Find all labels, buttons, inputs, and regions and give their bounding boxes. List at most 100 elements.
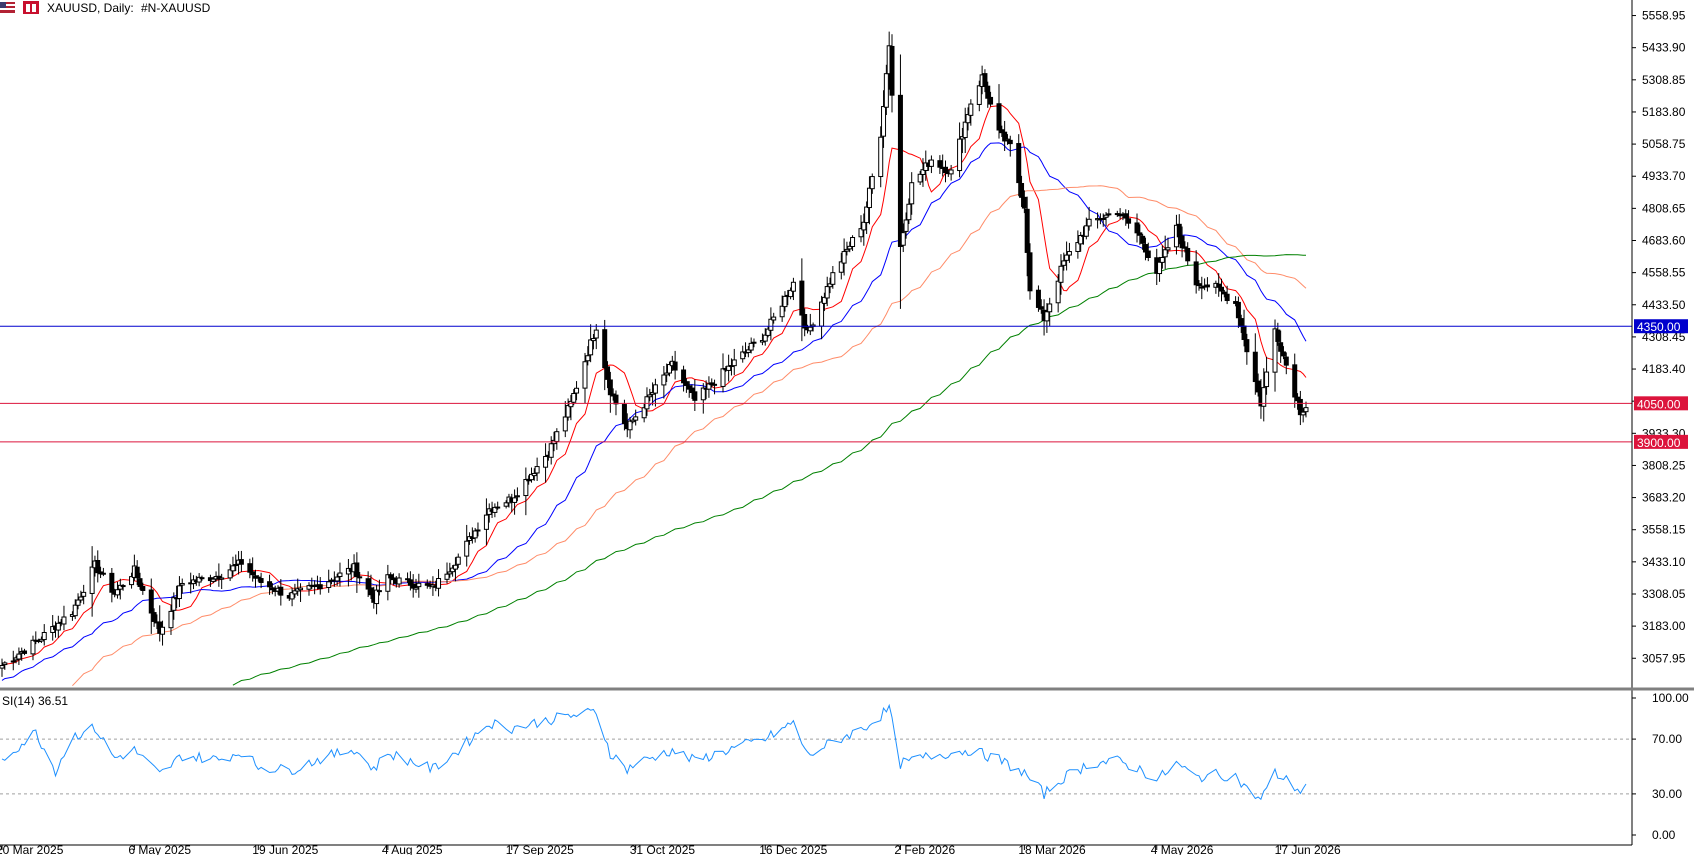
candle-up: [847, 245, 853, 250]
moving-average-lines: [1, 104, 1307, 687]
symbol-label: XAUUSD, Daily:: [47, 1, 134, 15]
candle-up: [1264, 371, 1270, 388]
candle-down: [109, 572, 115, 593]
candle-down: [1007, 139, 1013, 145]
candle-up: [731, 359, 737, 367]
time-tick-label: 18 Mar 2026: [1018, 843, 1086, 855]
candle-up: [531, 472, 537, 477]
candle-up: [1106, 213, 1112, 216]
candle-down: [1114, 213, 1120, 216]
candle-up: [199, 577, 205, 580]
candle-up: [523, 478, 529, 497]
rsi-panel: SI(14) 36.51 100.00 70.00 30.00 0.00: [0, 691, 1689, 842]
candle-down: [1297, 398, 1303, 416]
candle-up: [869, 176, 875, 190]
candle-down: [672, 361, 678, 371]
candle-up: [179, 582, 185, 586]
candle-up: [568, 400, 574, 408]
candle-up: [588, 339, 594, 356]
chart-header: XAUUSD, Daily: #N-XAUUSD: [0, 1, 211, 15]
candle-up: [10, 660, 16, 663]
candle-up: [920, 169, 926, 175]
broker-logo-icon: [23, 1, 39, 14]
candle-up: [1078, 235, 1084, 245]
candle-up: [1261, 387, 1267, 407]
candle-up: [827, 283, 833, 288]
candle-up: [1086, 218, 1092, 227]
candle-up: [821, 296, 827, 304]
candle-down: [613, 394, 619, 405]
candle-up: [644, 396, 650, 410]
candle-up: [548, 443, 554, 458]
candle-down: [1126, 218, 1132, 224]
candle-down: [354, 562, 360, 578]
candle-down: [1235, 301, 1241, 319]
level-tag-3900.00: [1634, 434, 1688, 449]
price-tick-label: 5433.90: [1642, 41, 1686, 55]
candle-up: [661, 374, 667, 386]
candle-down: [1204, 284, 1210, 288]
candle-down: [410, 583, 416, 589]
candle-down: [683, 381, 689, 386]
candle-down: [1224, 293, 1230, 302]
candle-down: [1278, 342, 1284, 352]
candle-up: [171, 597, 177, 611]
candle-up: [790, 281, 796, 292]
candle-up: [630, 419, 636, 423]
candle-down: [1021, 196, 1027, 209]
candle-down: [148, 589, 154, 614]
candle-up: [503, 502, 509, 507]
candle-up: [219, 577, 225, 580]
candle-up: [436, 578, 442, 589]
time-tick-label: 6 May 2025: [128, 843, 191, 855]
candle-up: [168, 610, 174, 629]
price-tick-label: 3683.20: [1642, 491, 1686, 505]
candle-up: [38, 638, 44, 642]
price-panel: [0, 31, 1632, 687]
candle-up: [903, 219, 909, 232]
time-axis: 20 Mar 2025 6 May 2025 19 Jun 2025 4 Aug 20…: [0, 843, 1341, 855]
candle-down: [988, 96, 994, 105]
horizontal-levels[interactable]: [0, 325, 1632, 443]
candle-up: [100, 572, 106, 575]
level-tag-4350.00: [1634, 319, 1688, 334]
candle-up: [748, 342, 754, 351]
candle-up: [841, 251, 847, 264]
candle-up: [1157, 261, 1163, 275]
candle-down: [255, 576, 261, 579]
candle-down: [602, 329, 608, 369]
candle-up: [652, 384, 658, 394]
candle-down: [1137, 232, 1143, 236]
time-tick-label: 17 Jun 2026: [1275, 843, 1341, 855]
candle-down: [712, 383, 718, 386]
candle-down: [689, 387, 695, 394]
candle-up: [720, 368, 726, 387]
rsi-tick-label: 100.00: [1652, 691, 1689, 705]
candle-up: [0, 665, 5, 669]
candle-up: [1061, 260, 1067, 266]
candle-down: [388, 574, 394, 579]
candle-down: [317, 584, 323, 590]
candle-up: [292, 590, 298, 595]
candle-down: [1002, 131, 1008, 142]
candle-down: [692, 391, 698, 401]
candle-up: [627, 420, 633, 431]
candle-up: [1272, 328, 1278, 373]
price-tick-label: 3183.00: [1642, 619, 1686, 633]
candle-up: [666, 364, 672, 374]
candle-up: [176, 585, 182, 600]
candle-up: [1075, 242, 1081, 252]
candle-up: [858, 228, 864, 238]
candle-up: [771, 316, 777, 321]
candle-up: [413, 587, 419, 590]
level-tag-text: 3900.00: [1637, 436, 1681, 450]
rsi-tick-label: 0.00: [1652, 828, 1676, 842]
candle-up: [726, 365, 732, 371]
candle-up: [117, 584, 123, 590]
candle-down: [495, 506, 501, 509]
candle-up: [878, 136, 884, 178]
candle-up: [1004, 138, 1010, 141]
candle-up: [120, 585, 126, 588]
level-tag-text: 4350.00: [1637, 320, 1681, 334]
